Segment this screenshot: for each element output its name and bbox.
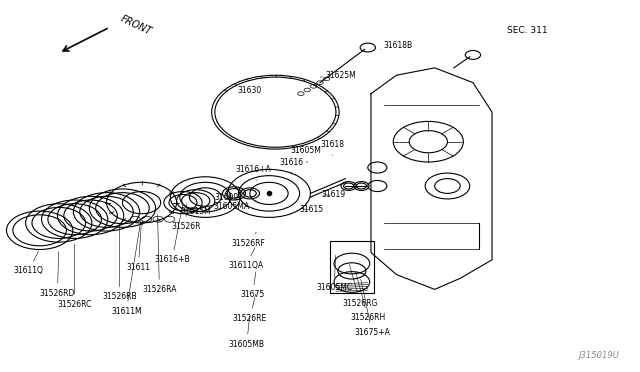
Text: 31611M: 31611M: [111, 218, 141, 316]
Text: 31675: 31675: [241, 272, 264, 299]
Text: 31609: 31609: [208, 193, 239, 202]
Text: 31618: 31618: [321, 140, 345, 155]
Text: 31526R: 31526R: [172, 203, 201, 231]
Text: 31605MA: 31605MA: [214, 201, 256, 211]
Text: 0: 0: [0, 371, 1, 372]
Text: 31616: 31616: [279, 157, 303, 173]
Text: 31630: 31630: [237, 81, 261, 94]
Text: 31611: 31611: [126, 222, 150, 272]
Text: 31526RF: 31526RF: [232, 232, 266, 248]
Text: 31526RE: 31526RE: [233, 294, 267, 323]
Text: 31675+A: 31675+A: [355, 279, 390, 337]
Text: 31526RH: 31526RH: [350, 272, 385, 322]
Text: J315019U: J315019U: [579, 350, 620, 359]
Text: 31616+A: 31616+A: [236, 165, 271, 180]
Text: 31611QA: 31611QA: [228, 247, 264, 270]
Text: 31611Q: 31611Q: [14, 251, 44, 275]
Text: FRONT: FRONT: [119, 14, 154, 37]
Text: 31616+B: 31616+B: [154, 205, 190, 264]
Text: 31605MC: 31605MC: [316, 255, 352, 292]
Text: 31625M: 31625M: [320, 71, 356, 80]
Text: 31605MB: 31605MB: [228, 316, 265, 349]
Text: 31526RB: 31526RB: [102, 226, 136, 301]
Text: 31615M: 31615M: [180, 202, 211, 217]
Text: 31526RC: 31526RC: [58, 244, 92, 309]
Text: 31618B: 31618B: [381, 41, 413, 50]
Text: SEC. 311: SEC. 311: [507, 26, 547, 35]
Text: 31526RA: 31526RA: [142, 215, 177, 294]
Text: 31526RD: 31526RD: [40, 251, 75, 298]
Text: 31605M: 31605M: [291, 147, 321, 163]
Text: 31526RG: 31526RG: [342, 264, 378, 308]
Text: 31615: 31615: [300, 205, 324, 215]
Text: 31619: 31619: [321, 190, 346, 199]
